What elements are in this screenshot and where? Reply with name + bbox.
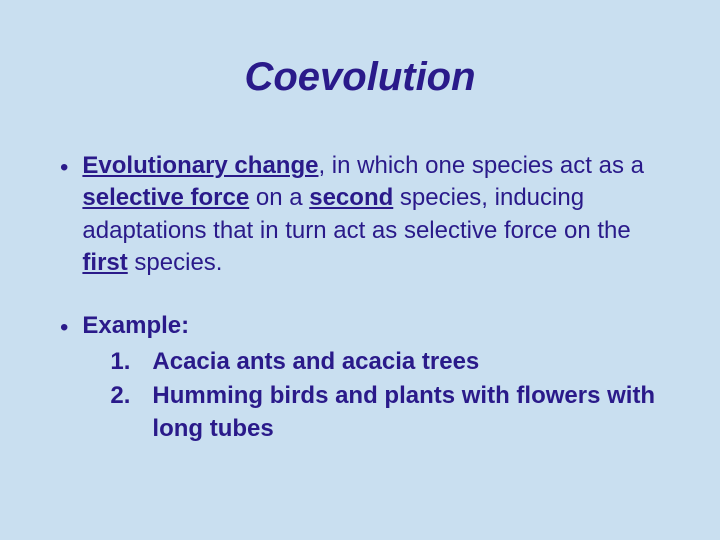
bullet-1: • Evolutionary change, in which one spec… [60, 150, 660, 280]
seg: second [309, 184, 393, 211]
bullet-icon: • [60, 312, 68, 344]
bullet-2: • Example: 1. Acacia ants and acacia tre… [60, 310, 660, 448]
example-num: 1. [110, 346, 134, 378]
bullet-icon: • [60, 152, 68, 184]
bullet-2-content: Example: 1. Acacia ants and acacia trees… [82, 310, 660, 448]
seg: species. [128, 249, 223, 276]
bullet-1-text: Evolutionary change, in which one specie… [82, 150, 660, 280]
example-num: 2. [110, 380, 134, 445]
example-label: Example: [82, 310, 660, 342]
seg: Evolutionary change [82, 152, 318, 179]
slide: Coevolution • Evolutionary change, in wh… [0, 0, 720, 540]
seg: selective force [82, 184, 249, 211]
seg: on a [249, 184, 309, 211]
seg: , in which one species act as a [318, 152, 644, 179]
example-text: Humming birds and plants with flowers wi… [152, 380, 660, 445]
example-item: 2. Humming birds and plants with flowers… [110, 380, 660, 445]
example-list: 1. Acacia ants and acacia trees 2. Hummi… [82, 346, 660, 445]
slide-title: Coevolution [60, 55, 660, 100]
example-text: Acacia ants and acacia trees [152, 346, 660, 378]
seg: first [82, 249, 127, 276]
example-item: 1. Acacia ants and acacia trees [110, 346, 660, 378]
